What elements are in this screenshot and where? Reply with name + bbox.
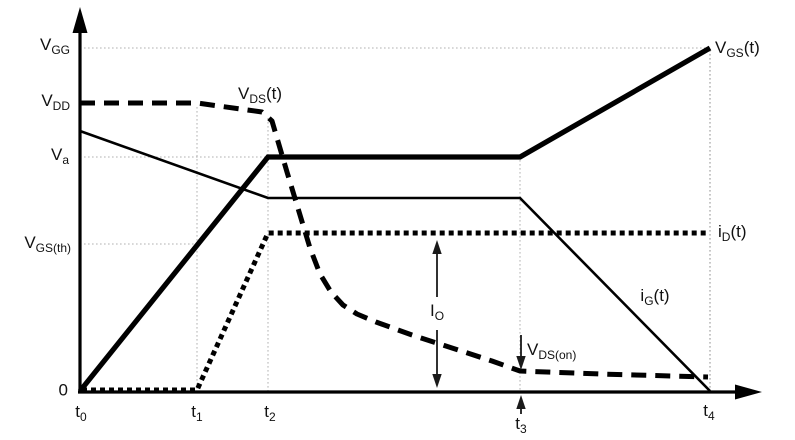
annotation-label-vdson: VDS(on): [527, 341, 576, 361]
y-label-vdd: VDD: [41, 92, 70, 112]
annotation-arrowhead-icon: [432, 240, 442, 254]
x-axis-arrowhead-icon: [735, 384, 762, 400]
label-text: V: [237, 84, 250, 103]
y-label-vgg: VGG: [40, 36, 70, 56]
i-g-curve: [79, 129, 711, 392]
annotation-layer: [432, 240, 526, 414]
curves-layer: [77, 45, 712, 393]
annotation-label-io: IO: [430, 302, 444, 322]
label-subscript: D: [721, 230, 731, 244]
v-ds-curve: [80, 100, 709, 380]
label-text: t: [264, 402, 270, 421]
label-subscript: 2: [269, 410, 276, 424]
label-text: i: [718, 222, 722, 241]
x-label-t1: t1: [191, 403, 202, 423]
label-subscript: GS: [726, 46, 744, 60]
curve-label-ig: iG(t): [640, 287, 669, 307]
label-text: i: [640, 286, 645, 305]
label-subscript: O: [434, 309, 445, 323]
x-label-t3: t3: [515, 415, 526, 435]
curve-label-id: iD(t): [718, 223, 747, 243]
label-suffix: (t): [730, 222, 747, 241]
label-text: V: [39, 35, 52, 54]
y-axis-arrowhead-icon: [72, 7, 88, 33]
label-subscript: 4: [708, 409, 715, 423]
y-label-zero: 0: [59, 382, 68, 399]
label-subscript: DD: [52, 99, 70, 113]
label-subscript: DS(on): [538, 348, 577, 362]
label-suffix: (t): [653, 286, 670, 305]
annotation-arrowhead-icon: [516, 356, 526, 370]
label-text: t: [515, 414, 521, 433]
label-text: 0: [58, 380, 68, 400]
label-text: t: [191, 402, 197, 421]
label-text: t: [75, 402, 81, 421]
label-subscript: GS(th): [35, 241, 71, 255]
label-text: t: [703, 401, 709, 420]
label-text: V: [41, 91, 53, 110]
label-suffix: (t): [265, 84, 283, 103]
label-subscript: GG: [51, 43, 70, 57]
curve-label-vgs: VGS(t): [715, 39, 760, 59]
label-text: V: [50, 145, 63, 164]
label-subscript: 1: [196, 410, 203, 424]
y-label-vgsth: VGS(th): [24, 234, 71, 254]
i-d-curve: [82, 230, 708, 393]
label-text: I: [429, 301, 435, 320]
x-label-t2: t2: [264, 403, 275, 423]
label-subscript: a: [62, 153, 69, 167]
label-text: V: [24, 233, 36, 252]
label-text: V: [527, 340, 539, 359]
label-text: V: [715, 38, 727, 57]
y-label-va: Va: [51, 146, 69, 166]
x-label-t4: t4: [703, 402, 714, 422]
annotation-arrowhead-icon: [516, 395, 526, 409]
x-label-t0: t0: [75, 403, 86, 423]
label-subscript: 0: [80, 410, 87, 424]
label-suffix: (t): [743, 38, 760, 57]
grid-layer: [84, 47, 711, 391]
annotation-arrowhead-icon: [432, 374, 442, 388]
label-subscript: DS: [249, 92, 266, 106]
label-subscript: 3: [520, 422, 527, 436]
axes-layer: [72, 7, 762, 400]
v-gs-curve: [77, 45, 712, 393]
curve-label-vds: VDS(t): [238, 85, 282, 105]
label-subscript: G: [644, 294, 654, 308]
